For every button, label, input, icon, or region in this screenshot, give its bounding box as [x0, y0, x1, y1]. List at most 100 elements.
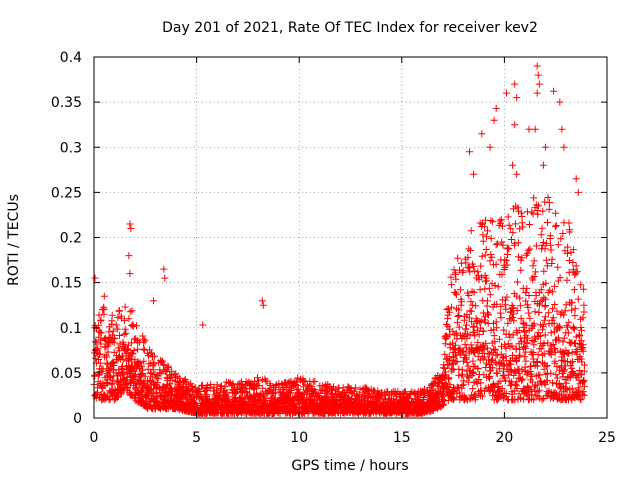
data-point [557, 235, 565, 243]
data-point [111, 334, 119, 342]
data-point [110, 339, 118, 347]
y-axis-label: ROTI / TECUs [6, 194, 22, 286]
data-point [466, 367, 474, 375]
data-point [542, 279, 550, 287]
data-point [508, 367, 516, 375]
data-point [514, 204, 522, 212]
data-point [579, 347, 587, 355]
data-point [489, 218, 497, 226]
data-point [545, 309, 553, 317]
data-point [446, 344, 454, 352]
data-point [502, 305, 510, 313]
data-points [90, 62, 588, 417]
data-point [556, 274, 564, 282]
data-point [501, 296, 509, 304]
data-point [244, 391, 252, 399]
data-point [146, 346, 154, 354]
data-point [350, 387, 358, 395]
data-point [528, 391, 536, 399]
data-point [467, 341, 475, 349]
data-point [513, 94, 521, 102]
data-point [551, 301, 559, 308]
data-point [516, 294, 524, 302]
x-tick-label: 25 [598, 430, 616, 446]
data-point [481, 353, 488, 361]
data-point [458, 382, 466, 389]
data-point [532, 292, 540, 300]
data-point [121, 303, 129, 311]
data-point [507, 360, 515, 368]
data-point [114, 313, 122, 321]
data-point [572, 269, 580, 277]
data-point [459, 348, 467, 356]
x-axis-label: GPS time / hours [291, 458, 408, 474]
data-point [552, 371, 560, 379]
data-point [525, 246, 533, 254]
data-point [140, 357, 148, 365]
data-point [126, 270, 134, 278]
y-tick-label: 0.2 [60, 231, 82, 247]
data-point [139, 366, 147, 374]
data-point [556, 347, 564, 355]
data-point [516, 345, 524, 353]
data-point [448, 356, 456, 364]
data-point [540, 340, 548, 347]
data-point [474, 268, 482, 276]
data-point [470, 288, 478, 296]
data-point [544, 194, 552, 201]
data-point [126, 308, 134, 316]
data-point [580, 391, 588, 399]
data-point [580, 367, 588, 375]
data-point [504, 244, 512, 252]
data-point [356, 385, 364, 393]
data-point [470, 363, 478, 371]
data-point [560, 388, 568, 396]
data-point [444, 305, 452, 313]
data-point [484, 227, 491, 235]
data-point [535, 202, 542, 210]
data-point [577, 281, 585, 289]
data-point [500, 326, 508, 334]
data-point [492, 241, 500, 249]
data-point [552, 209, 560, 217]
data-point [518, 213, 526, 220]
data-point [464, 253, 472, 261]
data-point [100, 292, 108, 300]
data-point [541, 245, 549, 253]
data-point [513, 385, 521, 392]
data-point [503, 293, 511, 301]
data-point [134, 345, 142, 353]
data-point [462, 259, 470, 267]
data-point [96, 350, 104, 358]
data-point [546, 232, 554, 240]
y-tick-label: 0.3 [60, 140, 82, 156]
data-point [470, 262, 477, 270]
data-point [529, 349, 537, 356]
data-point [539, 207, 547, 215]
data-point [469, 368, 477, 376]
data-point [569, 324, 577, 332]
data-point [488, 253, 496, 261]
data-point [259, 384, 267, 392]
data-point [447, 303, 455, 311]
data-point [555, 322, 563, 330]
data-point [478, 273, 485, 281]
data-point [100, 310, 108, 318]
data-point [154, 375, 162, 383]
data-point [293, 382, 301, 389]
data-point [279, 385, 287, 393]
data-point [159, 357, 166, 365]
data-point [530, 396, 538, 404]
data-point [564, 329, 572, 337]
y-tick-labels: 0 0.05 0.1 0.15 0.2 0.25 0.3 0.35 0.4 [51, 50, 82, 427]
data-point [573, 268, 581, 276]
data-point [460, 377, 468, 385]
data-point [580, 308, 588, 316]
data-point [549, 379, 557, 387]
data-point [129, 350, 137, 358]
data-point [492, 104, 500, 112]
data-point [560, 143, 568, 151]
data-point [564, 350, 572, 357]
data-point [160, 265, 168, 273]
data-point [136, 378, 144, 386]
